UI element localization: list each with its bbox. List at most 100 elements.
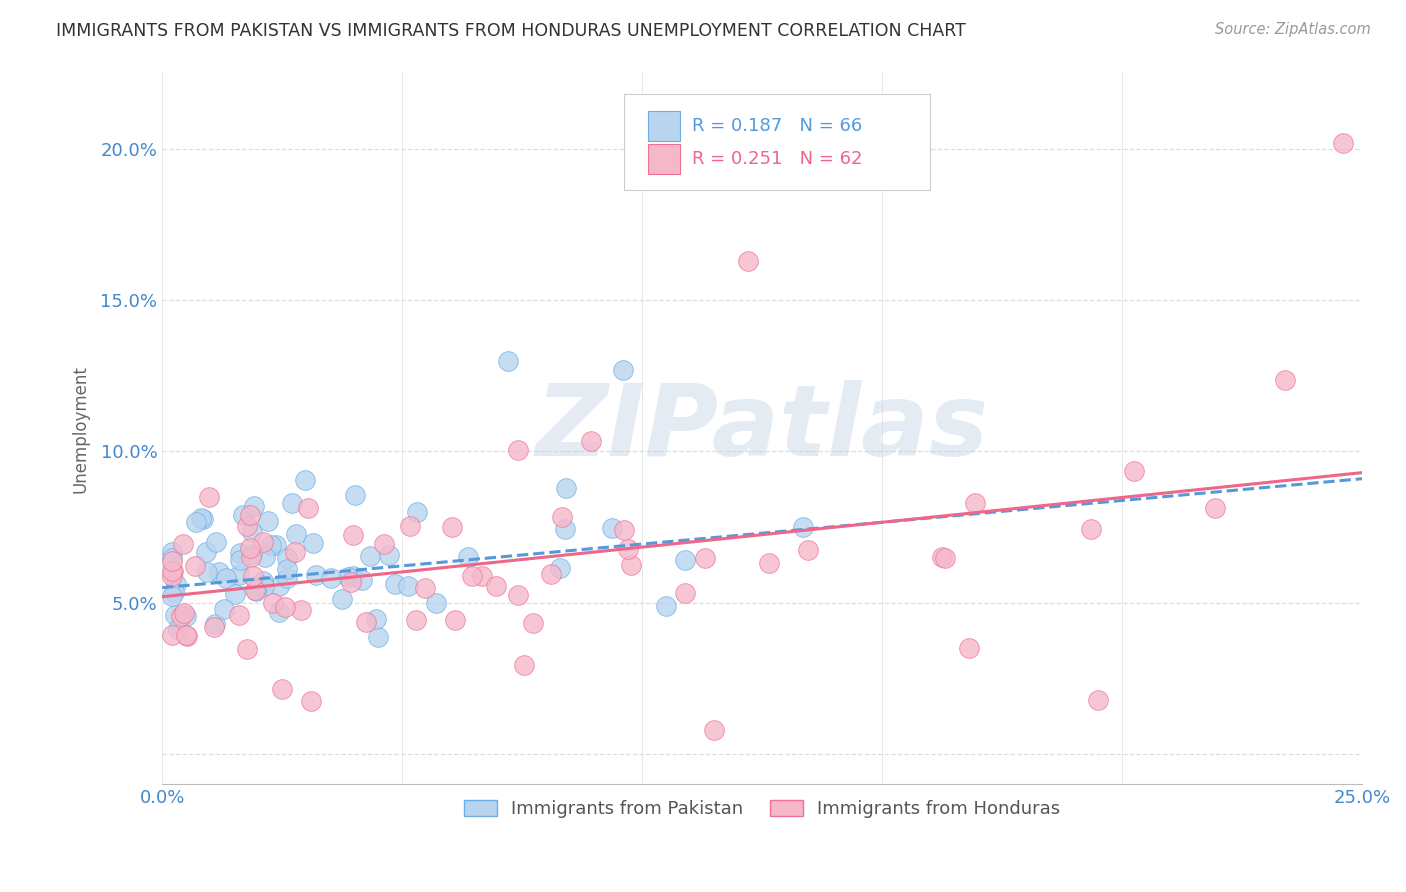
Point — [359, 549, 381, 563]
Point — [405, 504, 427, 518]
Point — [485, 579, 508, 593]
Point — [703, 723, 725, 737]
Point — [160, 628, 183, 642]
Point — [342, 569, 364, 583]
Point — [367, 630, 389, 644]
Point — [214, 571, 236, 585]
Point — [1087, 692, 1109, 706]
Point — [254, 549, 277, 564]
Point — [174, 608, 197, 623]
Point — [240, 547, 263, 561]
Point — [1123, 464, 1146, 478]
Point — [273, 600, 295, 615]
Point — [174, 628, 197, 642]
Point — [160, 551, 183, 566]
Point — [202, 620, 225, 634]
Point — [297, 501, 319, 516]
Point — [342, 528, 364, 542]
Point — [373, 537, 395, 551]
Point — [214, 602, 236, 616]
Text: ZIPatlas: ZIPatlas — [536, 380, 988, 477]
Point — [551, 509, 574, 524]
Point — [792, 520, 814, 534]
Point — [673, 552, 696, 566]
Point — [160, 569, 183, 583]
Point — [513, 658, 536, 673]
Point — [243, 583, 266, 598]
Point — [276, 571, 298, 585]
Point — [267, 579, 290, 593]
Point — [236, 519, 259, 533]
Point — [281, 496, 304, 510]
Point — [276, 562, 298, 576]
Point — [208, 565, 231, 579]
Point — [352, 574, 374, 588]
Point — [330, 592, 353, 607]
Point — [276, 551, 298, 566]
Point — [337, 569, 360, 583]
Point — [170, 608, 193, 623]
Point — [232, 508, 254, 523]
Point — [262, 596, 284, 610]
Point — [506, 443, 529, 458]
Point — [247, 580, 270, 594]
Point — [673, 586, 696, 600]
Point — [160, 554, 183, 568]
Point — [284, 527, 307, 541]
Y-axis label: Unemployment: Unemployment — [72, 365, 89, 492]
Point — [242, 569, 264, 583]
Point — [655, 599, 678, 613]
Point — [378, 548, 401, 562]
Point — [934, 550, 956, 565]
Point — [176, 629, 198, 643]
Point — [290, 603, 312, 617]
Point — [344, 488, 367, 502]
Point — [257, 514, 280, 528]
Point — [396, 579, 419, 593]
Point — [613, 523, 636, 537]
Point — [204, 616, 226, 631]
Point — [522, 615, 544, 630]
Point — [384, 576, 406, 591]
Text: R = 0.251   N = 62: R = 0.251 N = 62 — [692, 150, 862, 168]
Point — [737, 253, 759, 268]
Point — [184, 516, 207, 530]
Point — [617, 541, 640, 556]
Point — [284, 545, 307, 559]
Point — [240, 524, 263, 539]
Point — [197, 490, 219, 504]
Point — [931, 550, 953, 565]
Point — [239, 541, 262, 555]
Point — [444, 613, 467, 627]
Point — [620, 558, 643, 573]
Point — [506, 589, 529, 603]
Point — [267, 605, 290, 619]
Point — [190, 511, 212, 525]
Point — [305, 568, 328, 582]
Point — [229, 553, 252, 567]
Point — [195, 545, 218, 559]
Point — [260, 538, 283, 552]
Point — [191, 512, 214, 526]
Point — [236, 642, 259, 657]
FancyBboxPatch shape — [648, 145, 679, 174]
Point — [245, 584, 267, 599]
Point — [354, 615, 377, 630]
Point — [1331, 136, 1354, 150]
Point — [167, 622, 190, 636]
Text: R = 0.187   N = 66: R = 0.187 N = 66 — [692, 117, 862, 135]
Point — [162, 564, 184, 578]
Point — [160, 589, 183, 603]
Point — [183, 559, 205, 574]
Point — [165, 577, 187, 591]
Point — [160, 545, 183, 559]
Point — [252, 534, 274, 549]
Point — [239, 508, 262, 523]
Point — [471, 569, 494, 583]
Point — [554, 522, 576, 536]
Point — [1080, 522, 1102, 536]
Text: IMMIGRANTS FROM PAKISTAN VS IMMIGRANTS FROM HONDURAS UNEMPLOYMENT CORRELATION CH: IMMIGRANTS FROM PAKISTAN VS IMMIGRANTS F… — [56, 22, 966, 40]
Point — [228, 607, 250, 622]
Point — [405, 613, 427, 627]
Point — [302, 536, 325, 550]
